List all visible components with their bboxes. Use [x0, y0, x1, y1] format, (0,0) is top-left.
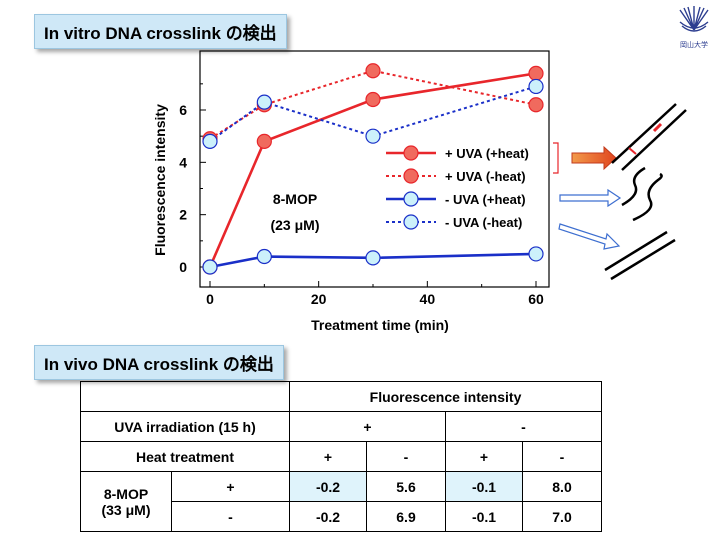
- data-point-3: [365, 250, 381, 266]
- uva-minus: -: [445, 411, 602, 442]
- y-tick-label: 0: [179, 259, 187, 275]
- data-point-1: [365, 91, 381, 108]
- legend-label: - UVA (+heat): [445, 192, 526, 207]
- y-axis-label: Fluorescence intensity: [152, 104, 168, 256]
- chart-annotation-line1: 8-MOP: [273, 191, 317, 207]
- series-line-3: [209, 252, 537, 269]
- double-strand-dna-icon: [604, 230, 676, 281]
- data-point-3: [202, 259, 218, 275]
- logo-text: 岡山大学: [680, 40, 708, 49]
- uva-plus: +: [289, 411, 446, 442]
- table-cell: -0.1: [445, 471, 523, 502]
- chart-annotation-line2: (23 μM): [270, 217, 319, 233]
- table-cell: 5.6: [366, 471, 446, 502]
- data-point-1: [256, 133, 272, 149]
- data-point-2: [528, 97, 544, 113]
- fluorescence-table: Fluorescence intensity UVA irradiation (…: [80, 381, 602, 532]
- table-cell: -0.2: [289, 471, 367, 502]
- in-vitro-title: In vitro DNA crosslink の検出: [34, 14, 287, 49]
- y-tick-label: 4: [179, 154, 187, 170]
- denatured-dna-icon: [621, 166, 663, 222]
- series-line-4: [209, 85, 537, 143]
- group-label-line2: (33 μM): [101, 501, 151, 518]
- table-cell: -0.2: [289, 501, 367, 532]
- x-tick-label: 60: [528, 291, 544, 307]
- crosslink-line-chart: 0 20 40 60 0 2 4 6 + UVA (+heat) + UVA (-heat) - …: [152, 50, 687, 333]
- data-point-2: [365, 63, 381, 79]
- group-label-line1: 8-MOP: [103, 485, 149, 502]
- table-row: 8-MOP (33 μM) + -0.2 5.6 -0.1 8.0: [80, 471, 602, 532]
- x-tick-label: 40: [420, 291, 436, 307]
- series-line-2: [209, 69, 537, 140]
- table-cell: 7.0: [522, 501, 602, 532]
- x-tick-label: 20: [311, 291, 327, 307]
- table-corner-cell: [80, 381, 290, 412]
- data-point-4: [202, 133, 218, 149]
- heat-value: -: [366, 441, 446, 472]
- group-label: 8-MOP (33 μM): [80, 471, 172, 532]
- data-point-1: [528, 65, 544, 81]
- university-logo-icon: 岡山大学: [679, 6, 709, 49]
- uva-label: UVA irradiation (15 h): [80, 411, 290, 442]
- brace-icon: [553, 142, 559, 174]
- row-label: -: [171, 501, 290, 532]
- table-row: - -0.2 6.9 -0.1 7.0: [81, 501, 602, 532]
- legend-label: + UVA (+heat): [445, 146, 529, 161]
- heat-value: -: [522, 441, 602, 472]
- legend-marker: [403, 191, 419, 207]
- data-point-3: [256, 248, 272, 265]
- heat-label: Heat treatment: [80, 441, 290, 472]
- crosslinked-dna-icon: [611, 103, 687, 171]
- heat-value: +: [289, 441, 367, 472]
- in-vivo-title: In vivo DNA crosslink の検出: [34, 345, 284, 380]
- legend-marker: [403, 168, 419, 184]
- data-point-4: [528, 78, 544, 95]
- legend-marker: [403, 145, 419, 161]
- data-point-4: [365, 128, 381, 144]
- blue-arrow-icon-lower: [558, 223, 621, 250]
- legend-label: + UVA (-heat): [445, 169, 526, 184]
- legend-label: - UVA (-heat): [445, 215, 522, 230]
- orange-arrow-icon: [571, 145, 617, 171]
- x-axis-label: Treatment time (min): [311, 317, 449, 333]
- data-point-3: [528, 246, 544, 262]
- x-tick-label: 0: [206, 291, 214, 307]
- series-line-1: [208, 72, 537, 268]
- table-cell: -0.1: [445, 501, 523, 532]
- blue-arrow-icon-upper: [559, 188, 622, 208]
- table-cell: 8.0: [522, 471, 602, 502]
- plot-frame: [199, 50, 550, 288]
- y-tick-label: 6: [179, 102, 187, 118]
- table-cell: 6.9: [366, 501, 446, 532]
- table-header: Fluorescence intensity: [289, 381, 602, 412]
- data-point-4: [256, 94, 272, 110]
- heat-value: +: [445, 441, 523, 472]
- legend-marker: [403, 214, 419, 230]
- row-label: +: [171, 471, 290, 502]
- y-tick-label: 2: [179, 207, 187, 223]
